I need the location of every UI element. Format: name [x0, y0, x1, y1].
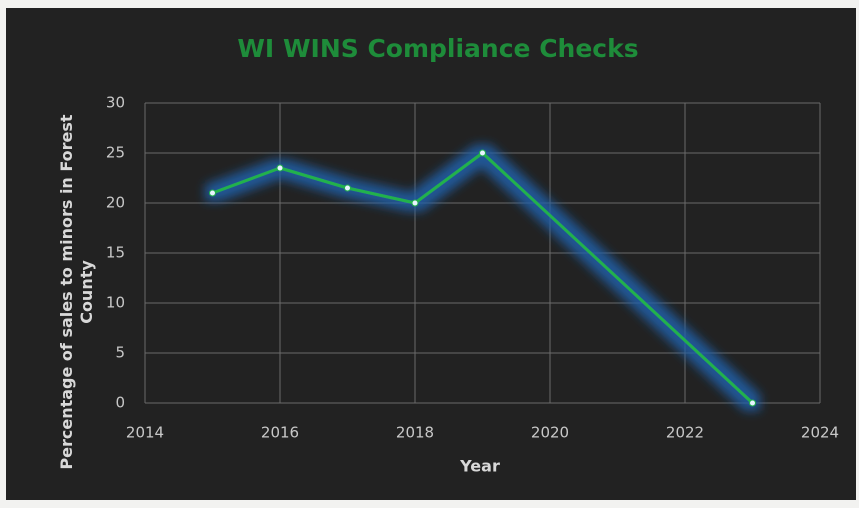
x-axis-label: Year — [459, 457, 500, 476]
point — [209, 189, 216, 197]
y-tick-label: 20 — [106, 194, 125, 212]
point — [749, 399, 756, 407]
point — [276, 164, 284, 172]
x-tick-label: 2016 — [261, 424, 299, 442]
x-tick-label: 2014 — [126, 424, 164, 442]
point — [479, 149, 486, 157]
x-tick-label: 2018 — [396, 424, 434, 442]
y-tick-label: 5 — [115, 344, 125, 362]
y-tick-label: 10 — [106, 294, 125, 312]
point — [411, 199, 419, 207]
chart-background — [6, 8, 856, 500]
x-tick-label: 2020 — [531, 424, 569, 442]
y-tick-label: 25 — [106, 144, 125, 162]
y-tick-label: 0 — [115, 394, 125, 412]
y-tick-label: 30 — [106, 94, 125, 112]
y-axis-label: Percentage of sales to minors in Forest … — [57, 114, 96, 470]
chart-title: WI WINS Compliance Checks — [237, 34, 638, 63]
x-tick-label: 2022 — [666, 424, 704, 442]
line — [211, 151, 754, 405]
point — [344, 184, 351, 192]
x-tick-label: 2024 — [801, 424, 839, 442]
y-tick-label: 15 — [106, 244, 125, 262]
